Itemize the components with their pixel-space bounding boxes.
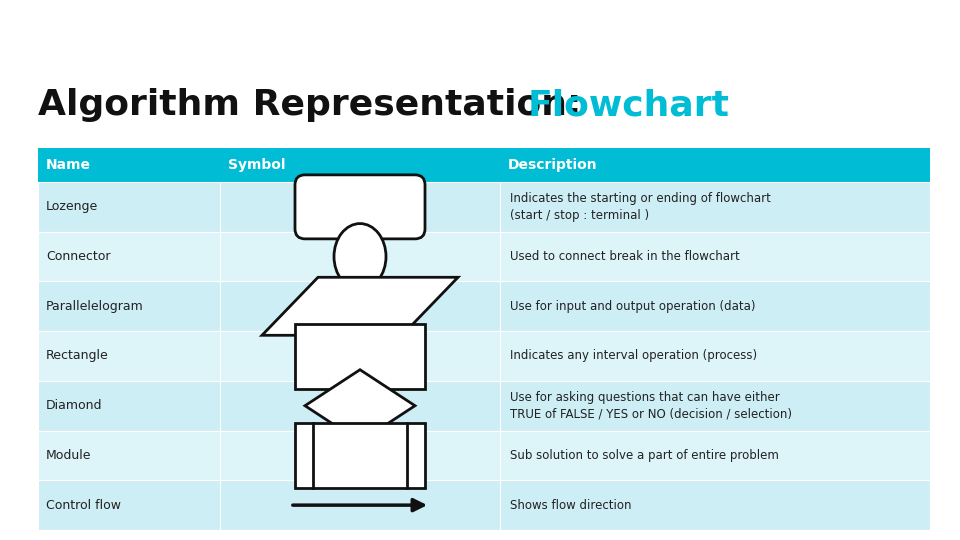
Text: Symbol: Symbol: [228, 158, 285, 172]
Polygon shape: [262, 277, 458, 335]
Bar: [38, 480, 930, 530]
Bar: [295, 423, 425, 488]
Text: Sub solution to solve a part of entire problem: Sub solution to solve a part of entire p…: [510, 449, 779, 462]
Bar: [38, 381, 930, 430]
Ellipse shape: [334, 224, 386, 289]
Text: Control flow: Control flow: [46, 498, 121, 511]
Text: Connector: Connector: [46, 250, 110, 263]
Text: Indicates the starting or ending of flowchart
(start / stop : terminal ): Indicates the starting or ending of flow…: [510, 192, 771, 222]
Text: Used to connect break in the flowchart: Used to connect break in the flowchart: [510, 250, 740, 263]
Text: Parallelelogram: Parallelelogram: [46, 300, 144, 313]
Text: Use for asking questions that can have either
TRUE of FALSE / YES or NO (decisio: Use for asking questions that can have e…: [510, 391, 792, 421]
Polygon shape: [305, 370, 415, 442]
Bar: [38, 331, 930, 381]
Text: Description: Description: [508, 158, 598, 172]
Text: Name: Name: [46, 158, 91, 172]
Text: Rectangle: Rectangle: [46, 349, 108, 362]
Text: Module: Module: [46, 449, 91, 462]
Bar: [38, 281, 930, 331]
Bar: [38, 232, 930, 281]
Text: Algorithm Representation:: Algorithm Representation:: [38, 88, 594, 122]
Bar: [38, 182, 930, 232]
Text: Flowchart: Flowchart: [528, 88, 730, 122]
Text: Lozenge: Lozenge: [46, 200, 98, 213]
Text: Use for input and output operation (data): Use for input and output operation (data…: [510, 300, 756, 313]
Bar: [38, 148, 930, 182]
Text: Diamond: Diamond: [46, 399, 103, 412]
Text: Shows flow direction: Shows flow direction: [510, 498, 632, 511]
Bar: [295, 323, 425, 388]
Text: Indicates any interval operation (process): Indicates any interval operation (proces…: [510, 349, 757, 362]
FancyBboxPatch shape: [295, 175, 425, 239]
Bar: [38, 430, 930, 480]
